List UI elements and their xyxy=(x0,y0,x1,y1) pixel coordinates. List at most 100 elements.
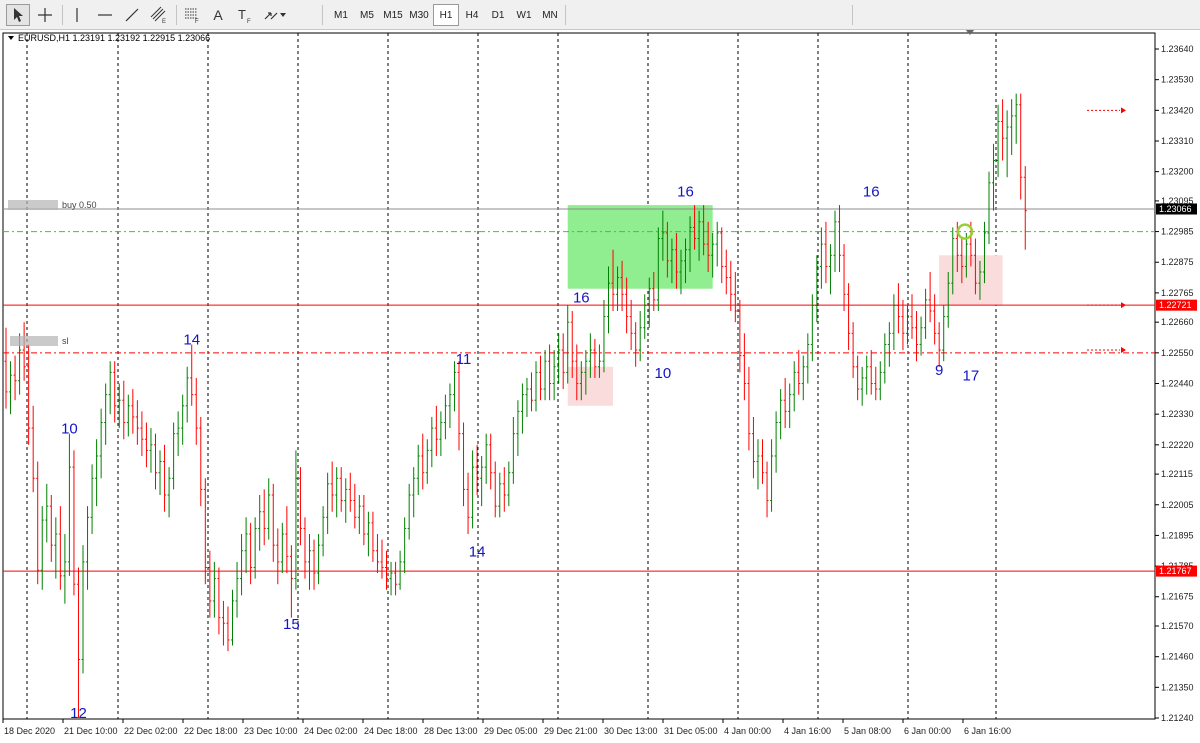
timeframe-m15[interactable]: M15 xyxy=(383,9,403,21)
count-annotation: 10 xyxy=(61,421,78,438)
price-axis: 1.23640 1.23530 1.23420 1.23310 1.23200 1.230… xyxy=(1155,44,1197,723)
price-tick-label: 1.22660 xyxy=(1161,317,1194,327)
chart-menu-triangle-icon[interactable] xyxy=(8,36,14,40)
svg-text:T: T xyxy=(238,7,246,22)
trendline-tool[interactable] xyxy=(120,4,144,26)
price-tick-label: 1.22005 xyxy=(1161,500,1194,510)
timeframe-d1[interactable]: D1 xyxy=(491,9,505,21)
price-tick-label: 1.21240 xyxy=(1161,713,1194,723)
arrows-tool[interactable] xyxy=(260,4,290,26)
svg-text:E: E xyxy=(162,19,166,24)
price-tick-label: 1.21460 xyxy=(1161,652,1194,662)
price-tick-label: 1.22875 xyxy=(1161,257,1194,267)
toolbar-separator xyxy=(176,5,177,25)
current-price-tag-label: 1.23066 xyxy=(1159,204,1192,214)
price-arrow-head-icon xyxy=(1121,302,1126,309)
candles xyxy=(4,93,1027,718)
price-arrows xyxy=(1087,107,1126,354)
time-tick-label: 6 Jan 16:00 xyxy=(964,726,1011,736)
time-tick-label: 31 Dec 05:00 xyxy=(664,726,718,736)
svg-text:F: F xyxy=(247,19,251,24)
count-annotation: 15 xyxy=(283,616,300,633)
price-tick-label: 1.23200 xyxy=(1161,167,1194,177)
current-price-tag xyxy=(1156,203,1197,215)
vertical-line-icon xyxy=(76,8,78,22)
crosshair-tool[interactable] xyxy=(33,4,57,26)
svg-text:F: F xyxy=(195,19,199,24)
text-tool[interactable]: A xyxy=(207,4,229,26)
chart-shift-marker-icon[interactable] xyxy=(965,30,975,35)
resistance-price-tag xyxy=(1156,299,1197,311)
support-price-tag xyxy=(1156,565,1197,577)
sl-order-label[interactable]: sl xyxy=(62,336,69,346)
count-annotation: 16 xyxy=(573,290,590,307)
time-tick-label: 30 Dec 13:00 xyxy=(604,726,658,736)
price-tick-label: 1.22330 xyxy=(1161,409,1194,419)
price-tick-label: 1.21895 xyxy=(1161,530,1194,540)
time-tick-label: 29 Dec 21:00 xyxy=(544,726,598,736)
entry-marker xyxy=(956,223,974,240)
price-tick-label: 1.23310 xyxy=(1161,136,1194,146)
count-annotation: 16 xyxy=(677,184,694,201)
time-tick-label: 4 Jan 16:00 xyxy=(784,726,831,736)
levels xyxy=(3,208,1155,572)
count-annotation: 12 xyxy=(70,705,87,722)
price-arrow-head-icon xyxy=(1121,107,1126,114)
cursor-tool[interactable] xyxy=(6,4,30,26)
time-tick-label: 5 Jan 08:00 xyxy=(844,726,891,736)
toolbar-separator xyxy=(565,5,566,25)
price-tick-label: 1.21350 xyxy=(1161,682,1194,692)
count-annotation: 11 xyxy=(456,351,472,368)
timeframe-h4[interactable]: H4 xyxy=(465,9,479,21)
time-grid xyxy=(26,33,997,719)
count-annotation: 14 xyxy=(469,543,486,560)
fibonacci-tool[interactable]: F xyxy=(180,4,204,26)
price-tick-label: 1.22765 xyxy=(1161,288,1194,298)
count-annotation: 9 xyxy=(935,362,943,379)
timeframe-m30[interactable]: M30 xyxy=(409,9,429,21)
timeframe-m5[interactable]: M5 xyxy=(360,9,374,21)
toolbar-separator xyxy=(322,5,323,25)
price-tick-label: 1.23530 xyxy=(1161,75,1194,85)
sl-order-blur xyxy=(10,336,58,346)
price-tick-label: 1.22550 xyxy=(1161,348,1194,358)
time-tick-label: 23 Dec 10:00 xyxy=(244,726,298,736)
price-tick-label: 1.23640 xyxy=(1161,44,1194,54)
buy-order-label[interactable]: buy 0.50 xyxy=(62,200,97,210)
equidistant-channel-tool[interactable]: E xyxy=(147,4,171,26)
count-annotation: 14 xyxy=(183,331,200,348)
entry-marker-circle xyxy=(956,223,974,240)
price-tick-label: 1.22985 xyxy=(1161,227,1194,237)
toolbar-separator xyxy=(852,5,853,25)
toolbar-separator xyxy=(62,5,63,25)
timeframe-w1[interactable]: W1 xyxy=(516,9,532,21)
timeframe-mn[interactable]: MN xyxy=(542,9,558,21)
time-tick-label: 22 Dec 18:00 xyxy=(184,726,238,736)
time-tick-label: 21 Dec 10:00 xyxy=(64,726,118,736)
horizontal-line-tool[interactable] xyxy=(93,4,117,26)
support-price-tag-label: 1.21767 xyxy=(1159,566,1192,576)
time-tick-label: 4 Jan 00:00 xyxy=(724,726,771,736)
price-tick-label: 1.23095 xyxy=(1161,196,1194,206)
chart-header: EURUSD,H1 1.23191 1.23192 1.22915 1.2306… xyxy=(8,30,975,43)
horizontal-line-icon xyxy=(98,14,112,16)
chart-title: EURUSD,H1 1.23191 1.23192 1.22915 1.2306… xyxy=(18,33,210,43)
time-axis: 18 Dec 2020 21 Dec 10:00 22 Dec 02:00 22 De… xyxy=(2,719,1011,736)
time-tick-label: 28 Dec 13:00 xyxy=(424,726,478,736)
timeframe-h1[interactable]: H1 xyxy=(433,4,459,26)
timeframe-m1[interactable]: M1 xyxy=(334,9,348,21)
count-annotation: 16 xyxy=(863,184,880,201)
resistance-price-tag-label: 1.22721 xyxy=(1159,300,1192,310)
trade-labels: buy 0.50 sl xyxy=(8,200,97,346)
text-icon: A xyxy=(213,7,223,23)
trendline-icon xyxy=(125,8,139,22)
time-tick-label: 24 Dec 02:00 xyxy=(304,726,358,736)
cursor-arrow-icon xyxy=(14,8,23,22)
time-tick-label: 29 Dec 05:00 xyxy=(484,726,538,736)
time-tick-label: 18 Dec 2020 xyxy=(4,726,55,736)
vertical-line-tool[interactable] xyxy=(66,4,88,26)
